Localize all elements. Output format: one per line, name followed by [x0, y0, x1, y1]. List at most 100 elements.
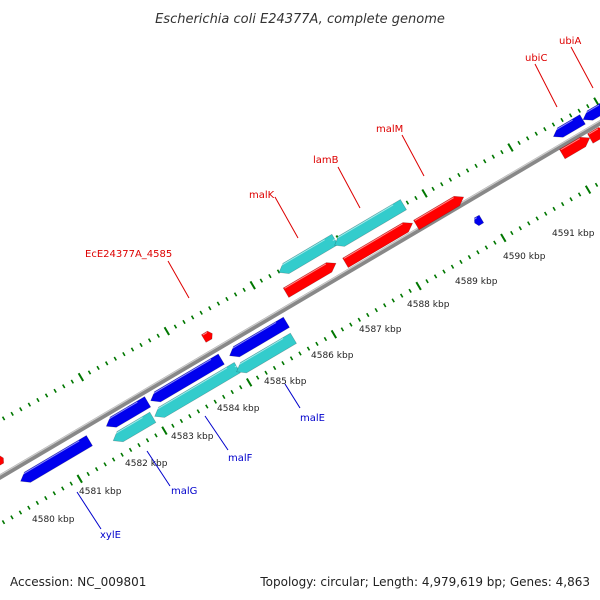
lower-tick-mark [111, 457, 116, 462]
lower-tick-mark [128, 447, 133, 453]
upper-tick-mark [70, 379, 75, 384]
upper-tick-mark [268, 273, 272, 279]
scale-label-4591: 4591 kbp [552, 229, 595, 239]
lower-tick-mark [383, 303, 387, 308]
leader-line-malm [401, 134, 425, 177]
gene-lamb-operon-highlight [332, 204, 394, 241]
upper-tick-mark [440, 182, 444, 187]
upper-tick-mark [113, 356, 117, 361]
lower-tick-mark [323, 336, 328, 342]
lower-tick-mark [86, 471, 90, 477]
leader-line-malg [146, 450, 171, 487]
gene-malg-highlight [111, 417, 143, 437]
lower-tick-mark [357, 317, 362, 322]
gene-label-malm: malM [376, 124, 403, 135]
lower-tick-mark [10, 515, 14, 520]
lower-tick-mark [35, 500, 40, 506]
gene-label-malf: malF [228, 453, 253, 464]
lower-tick-mark [69, 481, 73, 486]
upper-tick-mark [568, 113, 573, 118]
leader-line-lamb [337, 166, 361, 209]
top-gene-labels: EcE24377A_4585 malK lamB malM ubiC ubiA [85, 36, 594, 299]
upper-tick-mark [62, 384, 66, 389]
lower-tick-mark [552, 206, 556, 212]
gene-ubia-rev-highlight [581, 104, 600, 116]
lower-tick-mark [188, 414, 192, 419]
upper-tick-mark [448, 177, 453, 182]
gene-features [0, 102, 600, 483]
gene-malg [112, 411, 157, 443]
gene-ubic-rev [552, 114, 586, 138]
upper-tick-mark [517, 140, 521, 146]
scale-label-4581: 4581 kbp [79, 487, 122, 497]
gene-label-lamb: lamB [313, 155, 339, 166]
lower-tick-mark [577, 192, 582, 197]
upper-tick-mark [474, 163, 478, 169]
leader-line-male [284, 383, 301, 409]
lower-tick-mark [442, 269, 446, 274]
scale-label-4588: 4588 kbp [407, 300, 450, 310]
upper-tick-mark [53, 388, 57, 393]
upper-tick-mark [259, 278, 264, 283]
upper-tick-mark [199, 310, 203, 315]
upper-tick-mark [139, 342, 143, 348]
upper-tick-mark [208, 306, 212, 311]
upper-tick-mark [19, 407, 23, 412]
lower-tick-mark [543, 211, 548, 216]
lower-tick-mark [205, 404, 209, 409]
lower-tick-mark [484, 245, 489, 250]
lower-tick-mark [196, 409, 201, 414]
lower-tick-mark [298, 351, 302, 356]
upper-tick-mark [242, 287, 246, 292]
upper-tick-mark [147, 338, 152, 343]
lower-tick-mark [289, 356, 294, 361]
upper-tick-mark [551, 122, 556, 127]
upper-tick-mark [405, 200, 410, 205]
upper-tick-mark [1, 416, 6, 421]
upper-tick-mark [249, 280, 256, 290]
upper-tick-mark [457, 172, 461, 178]
upper-tick-mark [27, 402, 32, 407]
lower-tick-mark [179, 418, 184, 424]
lower-tick-mark [306, 346, 311, 351]
lower-tick-mark [535, 216, 539, 221]
lower-tick-mark [44, 495, 48, 501]
gene-male-rev [229, 316, 290, 358]
upper-tick-mark [96, 365, 100, 371]
lower-tick-mark [459, 259, 463, 265]
upper-tick-mark [87, 370, 92, 375]
gene-small-rev [473, 214, 485, 227]
upper-tick-mark [414, 195, 418, 201]
gene-lamb-highlight [343, 223, 403, 259]
lower-tick-mark [510, 230, 514, 236]
gene-label-malg: malG [171, 486, 197, 497]
gene-xyle [20, 435, 93, 483]
upper-tick-mark [225, 296, 229, 302]
lower-tick-mark [594, 182, 599, 187]
genome-backbone-highlight [0, 120, 600, 476]
lower-tick-mark [272, 365, 277, 371]
gene-edge-marker [0, 455, 5, 466]
gene-malk-operon-highlight [277, 239, 325, 269]
gene-label-xyle: xylE [100, 530, 121, 541]
gene-label-ece24377a-4585: EcE24377A_4585 [85, 249, 172, 260]
gene-male [236, 332, 297, 374]
gene-malg-rev [105, 396, 152, 428]
lower-tick-mark [374, 307, 378, 313]
upper-tick-mark [500, 149, 504, 155]
scale-label-4582: 4582 kbp [125, 459, 168, 469]
lower-tick-mark [500, 233, 507, 243]
leader-line-ubia [570, 46, 594, 89]
upper-tick-mark [525, 136, 530, 141]
lower-tick-mark [1, 520, 6, 525]
lower-tick-mark [433, 274, 438, 279]
gene-label-male: malE [300, 413, 325, 424]
scale-label-4590: 4590 kbp [503, 252, 546, 262]
lower-tick-mark [391, 298, 395, 303]
gene-ece24377a-4585-highlight [202, 332, 208, 336]
upper-tick-mark [36, 397, 40, 403]
gene-ubia [587, 127, 600, 144]
lower-tick-mark [52, 491, 57, 496]
bottom-gene-labels: xylE malG malF malE [76, 383, 325, 541]
